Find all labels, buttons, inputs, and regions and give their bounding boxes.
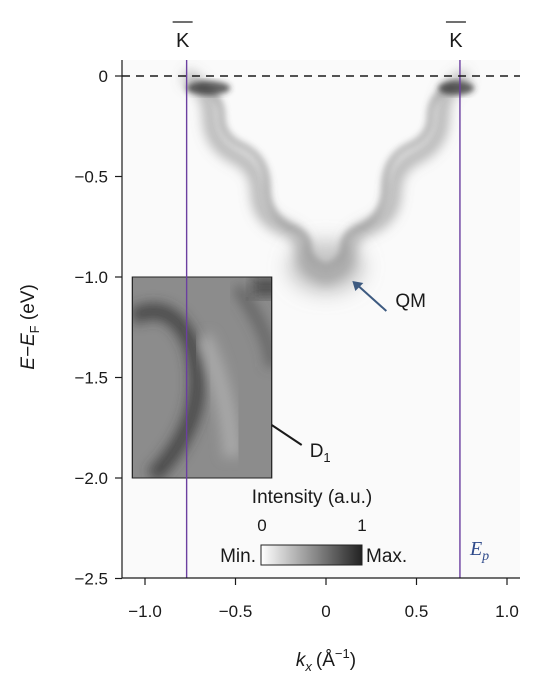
d1-label: D1 [310,441,331,465]
k-left-intensity-spot [186,81,231,96]
ep-label-sub: p [481,549,489,564]
x-tick-label-3: 0.5 [405,602,429,621]
qm-intensity-spot [288,240,364,293]
x-label-sub: x [304,659,312,674]
colorbar-tick-0: 0 [257,516,266,535]
y-label-pre: E−E [18,333,39,370]
colorbar-min-label: Min. [220,546,256,567]
x-label-sup: −1 [335,646,350,661]
y-tick-label-4: −2.0 [74,469,108,488]
k-right-intensity-spot [438,81,475,96]
inset-dark-band-upper [132,303,206,478]
colorbar-gradient [260,544,363,566]
k-label-1: K [449,30,463,52]
x-label-unit: (Å [316,650,335,671]
k-label-0: K [176,30,190,52]
d1-label-sub: 1 [323,450,330,465]
y-tick-label-3: −1.5 [74,369,108,388]
colorbar-title: Intensity (a.u.) [252,487,372,508]
x-tick-label-4: 1.0 [495,602,519,621]
x-tick-label-1: −0.5 [219,602,253,621]
x-tick-label-0: −1.0 [128,602,162,621]
y-ticks: 0 −0.5 −1.0 −1.5 −2.0 −2.5 [74,67,122,589]
k-point-lines [185,60,461,578]
y-tick-label-0: 0 [99,67,108,86]
ep-label-main: E [469,538,482,560]
qm-arrow-head [352,281,364,291]
inset-panel [131,276,273,479]
y-axis-label: E−EF (eV) [18,284,42,370]
inset-dark-corner [251,277,272,297]
x-axis-label: kx (Å−1) [296,646,356,674]
colorbar-tick-1: 1 [357,516,366,535]
y-tick-label-5: −2.5 [74,570,108,589]
y-label-unit: (eV) [18,284,39,325]
x-label-main: k [296,650,307,671]
qm-label: QM [395,291,426,312]
inset-border [131,276,273,479]
y-tick-label-1: −0.5 [74,168,108,187]
x-ticks: −1.0 −0.5 0 0.5 1.0 [128,578,519,621]
colorbar: Intensity (a.u.) 0 1 Min. Max. [220,487,407,567]
x-tick-label-2: 0 [321,602,330,621]
y-label-sub: F [27,325,42,333]
y-tick-label-2: −1.0 [74,268,108,287]
ep-label: Ep [469,538,489,564]
d1-leader-line [271,424,303,446]
d1-label-main: D [310,441,324,462]
qm-arrow [356,284,388,312]
colorbar-max-label: Max. [366,546,407,567]
inset-light-band [194,332,242,458]
x-label-close: ) [350,650,356,671]
